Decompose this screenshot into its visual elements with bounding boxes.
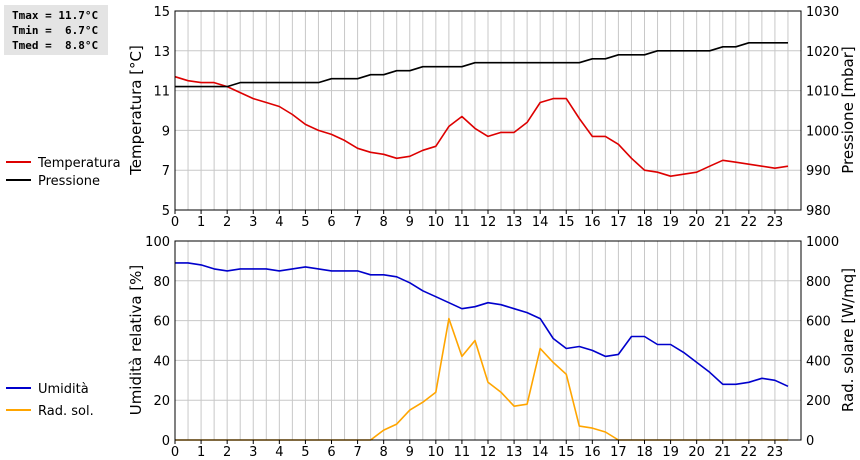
- x-tick-label: 9: [406, 445, 414, 460]
- x-tick-label: 1: [197, 215, 205, 230]
- x-tick-label: 6: [327, 445, 335, 460]
- x-tick-label: 0: [171, 445, 179, 460]
- temperature-pressure-chart: 0 1 2 3 4 5 6 7 8 9 10 11 12 13 14 15 16 17 18 19 20 21 22 2357…: [6, 5, 857, 230]
- x-tick-label: 10: [428, 445, 445, 460]
- y2-axis-label: Rad. solare [W/mq]: [839, 268, 857, 412]
- x-tick-label: 23: [767, 215, 784, 230]
- y2-axis-label: Pressione [mbar]: [839, 46, 857, 174]
- stats-box: Tmax = 11.7°C Tmin = 6.7°C Tmed = 8.8°C: [4, 5, 108, 55]
- tmin-text: Tmin = 6.7°C: [12, 24, 99, 37]
- x-tick-label: 5: [301, 445, 309, 460]
- y-tick-label: 15: [153, 5, 170, 20]
- y2-tick-label: 1030: [806, 5, 839, 20]
- x-tick-label: 8: [380, 445, 388, 460]
- x-tick-label: 1: [197, 445, 205, 460]
- x-tick-label: 6: [327, 215, 335, 230]
- y-tick-label: 5: [162, 204, 170, 219]
- x-tick-label: 9: [406, 215, 414, 230]
- y2-tick-label: 980: [806, 204, 831, 219]
- series-line-pressione: [175, 41, 788, 88]
- x-tick-label: 17: [610, 215, 627, 230]
- x-tick-label: 11: [454, 215, 471, 230]
- y-tick-label: 0: [162, 434, 170, 449]
- y-axis-label: Temperatura [°C]: [127, 45, 145, 176]
- y-tick-label: 7: [162, 164, 170, 179]
- x-tick-label: 22: [741, 445, 758, 460]
- x-tick-label: 15: [558, 215, 575, 230]
- y2-tick-label: 0: [806, 434, 814, 449]
- x-tick-label: 15: [558, 445, 575, 460]
- y-tick-label: 40: [153, 354, 170, 369]
- x-tick-label: 3: [249, 445, 257, 460]
- x-tick-label: 5: [301, 215, 309, 230]
- y-tick-label: 11: [153, 85, 170, 100]
- tmed-text: Tmed = 8.8°C: [12, 39, 99, 52]
- x-tick-label: 4: [275, 445, 283, 460]
- y2-tick-label: 1000: [806, 235, 839, 250]
- x-tick-label: 16: [584, 215, 601, 230]
- series-line-temperatura: [174, 75, 789, 177]
- x-tick-label: 21: [714, 445, 731, 460]
- x-tick-label: 13: [506, 215, 523, 230]
- x-tick-label: 12: [480, 215, 497, 230]
- x-tick-label: 17: [610, 445, 627, 460]
- x-tick-label: 10: [428, 215, 445, 230]
- y-tick-label: 13: [153, 45, 170, 60]
- x-tick-label: 18: [636, 215, 653, 230]
- x-tick-label: 23: [767, 445, 784, 460]
- y-tick-label: 60: [153, 315, 170, 330]
- x-tick-label: 19: [662, 215, 679, 230]
- x-tick-label: 7: [353, 445, 361, 460]
- tmax-text: Tmax = 11.7°C: [12, 9, 99, 22]
- x-tick-label: 20: [688, 445, 705, 460]
- y2-tick-label: 400: [806, 354, 831, 369]
- y-axis-label: Umidità relativa [%]: [127, 265, 145, 416]
- x-tick-label: 3: [249, 215, 257, 230]
- legend-label: Pressione: [38, 174, 100, 189]
- y2-tick-label: 200: [806, 394, 831, 409]
- x-tick-label: 20: [688, 215, 705, 230]
- y2-tick-label: 600: [806, 315, 831, 330]
- series-line-umidit-: [175, 262, 789, 388]
- x-tick-label: 22: [741, 215, 758, 230]
- x-tick-label: 18: [636, 445, 653, 460]
- x-tick-label: 4: [275, 215, 283, 230]
- y2-tick-label: 800: [806, 275, 831, 290]
- y2-tick-label: 1010: [806, 85, 839, 100]
- x-tick-label: 0: [171, 215, 179, 230]
- y-tick-label: 20: [153, 394, 170, 409]
- y2-tick-label: 1000: [806, 124, 839, 139]
- x-tick-label: 11: [454, 445, 471, 460]
- x-tick-label: 2: [223, 215, 231, 230]
- y2-tick-label: 990: [806, 164, 831, 179]
- x-tick-label: 14: [532, 215, 549, 230]
- x-tick-label: 16: [584, 445, 601, 460]
- humidity-radiation-chart: 0 1 2 3 4 5 6 7 8 9 10 11 12 13 14 15 16 17 18 19 20 21 22 2302…: [6, 235, 857, 460]
- x-tick-label: 14: [532, 445, 549, 460]
- legend-label: Umidità: [38, 382, 89, 397]
- x-tick-label: 8: [380, 215, 388, 230]
- y-tick-label: 80: [153, 275, 170, 290]
- x-tick-label: 13: [506, 445, 523, 460]
- legend-label: Rad. sol.: [38, 404, 94, 419]
- x-tick-label: 7: [353, 215, 361, 230]
- x-tick-label: 2: [223, 445, 231, 460]
- x-tick-label: 19: [662, 445, 679, 460]
- x-tick-label: 21: [714, 215, 731, 230]
- legend-label: Temperatura: [37, 156, 121, 171]
- series-line-rad-sol-: [175, 317, 788, 441]
- x-tick-label: 12: [480, 445, 497, 460]
- y2-tick-label: 1020: [806, 45, 839, 60]
- y-tick-label: 9: [162, 124, 170, 139]
- y-tick-label: 100: [145, 235, 170, 250]
